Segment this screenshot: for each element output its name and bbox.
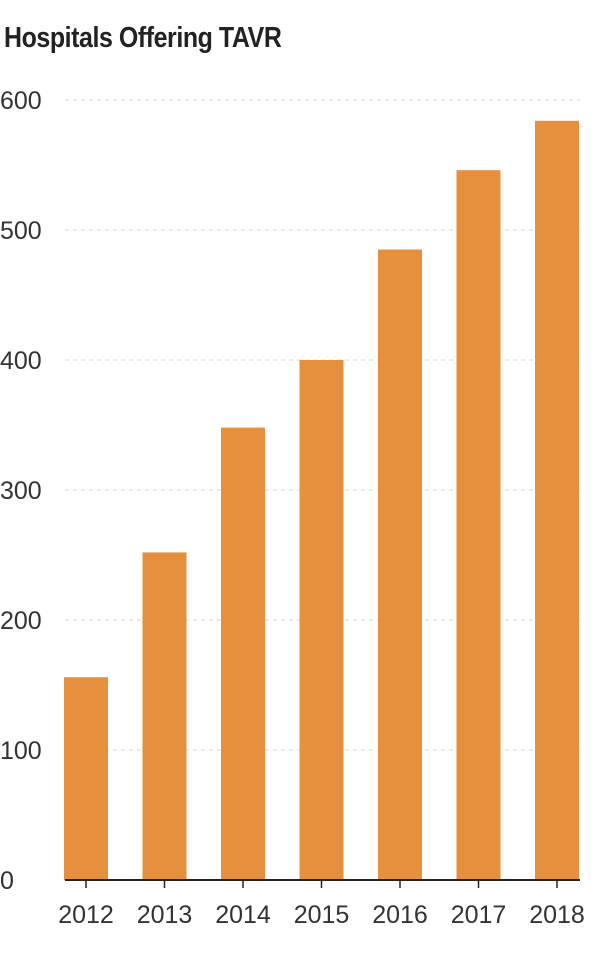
chart-title: Hospitals Offering TAVR bbox=[4, 22, 282, 54]
bar-2017 bbox=[456, 170, 501, 880]
bar-2016 bbox=[378, 249, 422, 880]
bar-2015 bbox=[299, 360, 344, 880]
y-tick-label: 0 bbox=[0, 867, 14, 895]
x-tick-label: 2014 bbox=[215, 901, 271, 929]
x-tick-label: 2012 bbox=[58, 901, 114, 929]
y-tick-label: 100 bbox=[0, 737, 42, 765]
x-tick-label: 2017 bbox=[451, 901, 507, 929]
bar-2013 bbox=[142, 552, 187, 880]
bar-2018 bbox=[535, 120, 579, 881]
y-tick-label: 200 bbox=[0, 607, 42, 635]
x-tick-label: 2016 bbox=[372, 901, 428, 929]
x-tick-label: 2015 bbox=[294, 901, 350, 929]
x-tick-label: 2018 bbox=[529, 901, 585, 929]
y-axis-labels: 0 100 200 300 400 500 600 bbox=[0, 87, 42, 895]
x-tick-label: 2013 bbox=[137, 901, 193, 929]
x-axis-labels: 2012 2013 2014 2015 2016 2017 2018 bbox=[58, 901, 585, 929]
y-tick-label: 400 bbox=[0, 347, 42, 375]
x-axis bbox=[65, 879, 580, 888]
y-tick-label: 600 bbox=[0, 87, 42, 115]
bar-2012 bbox=[64, 677, 108, 880]
y-tick-label: 300 bbox=[0, 477, 42, 505]
bars bbox=[64, 120, 579, 881]
bar-2014 bbox=[221, 427, 265, 880]
y-tick-label: 500 bbox=[0, 217, 42, 245]
